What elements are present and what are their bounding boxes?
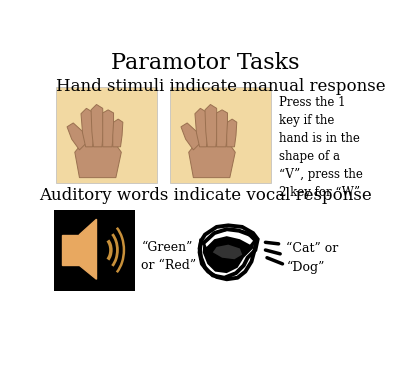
Polygon shape [227,119,237,147]
Text: Paramotor Tasks: Paramotor Tasks [111,52,299,74]
Polygon shape [181,123,201,150]
Text: Press the 1
key if the
hand is in the
shape of a
“V”, press the
2 key for “W”: Press the 1 key if the hand is in the sh… [279,96,362,199]
Text: “Cat” or
“Dog”: “Cat” or “Dog” [286,242,339,274]
Text: Auditory words indicate vocal response: Auditory words indicate vocal response [39,187,371,204]
Polygon shape [213,245,242,259]
Polygon shape [103,110,114,147]
Polygon shape [75,144,121,178]
Text: Hand stimuli indicate manual response: Hand stimuli indicate manual response [56,77,386,95]
Bar [56,87,157,183]
Polygon shape [195,108,208,147]
Polygon shape [205,105,218,147]
Polygon shape [205,230,253,247]
Polygon shape [113,119,123,147]
Polygon shape [91,105,104,147]
Bar [54,210,135,291]
Polygon shape [189,144,235,178]
Bar [170,87,271,183]
Polygon shape [62,235,80,265]
Polygon shape [67,123,87,150]
Polygon shape [81,108,94,147]
Text: “Green”
or “Red”: “Green” or “Red” [142,241,196,272]
Polygon shape [80,219,96,279]
Polygon shape [217,110,228,147]
Polygon shape [203,228,255,273]
